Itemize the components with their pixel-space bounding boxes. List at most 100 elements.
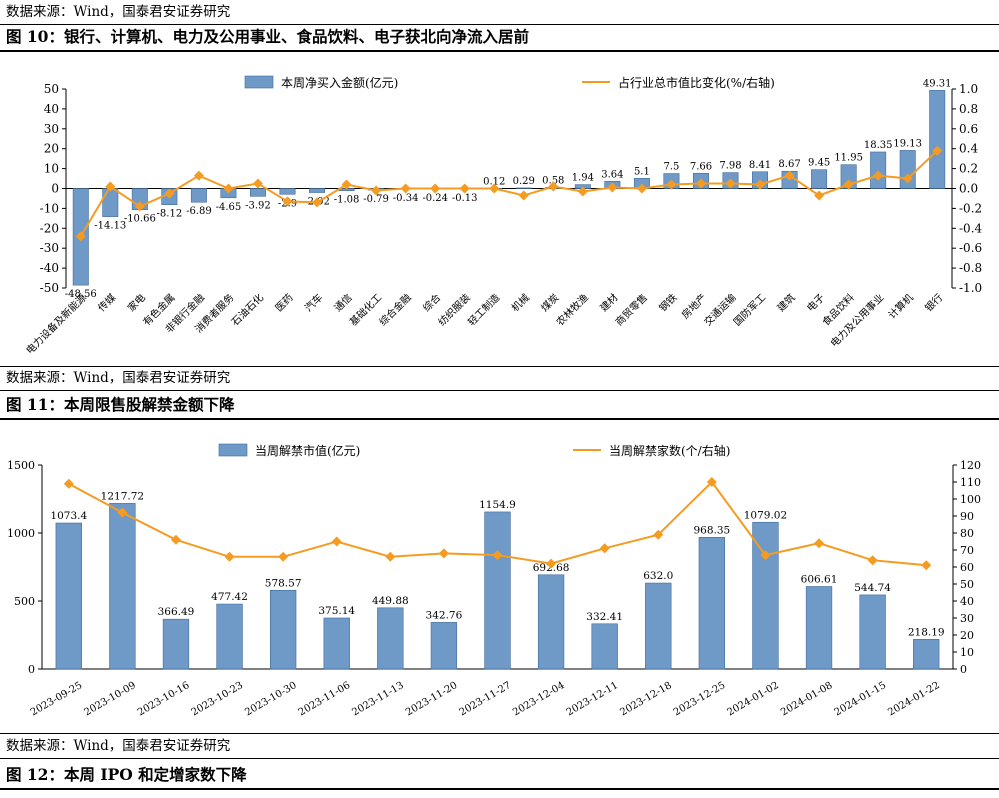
right-axis-tick-label: 60 xyxy=(960,561,974,574)
bar-电子 xyxy=(811,169,828,189)
line-marker xyxy=(932,145,943,156)
bar-data-label: 0.58 xyxy=(542,175,564,186)
bar-data-label: 19.13 xyxy=(893,138,922,149)
bar-data-label: -1.08 xyxy=(334,195,360,206)
line-marker xyxy=(577,186,588,197)
right-axis-tick-label: 0.2 xyxy=(959,162,978,176)
bar-非银行金融 xyxy=(190,188,207,203)
legend-bar-swatch xyxy=(218,443,248,457)
right-axis-tick-label: 1.0 xyxy=(959,82,978,96)
bar-data-label: 49.31 xyxy=(923,78,952,89)
bar-data-label: -0.24 xyxy=(422,193,448,204)
left-axis-tick-label: -10 xyxy=(40,201,59,215)
bar-汽车 xyxy=(309,188,326,193)
right-axis-tick-label: 80 xyxy=(960,527,974,540)
category-label: 2024-01-08 xyxy=(779,680,834,718)
divider xyxy=(0,733,999,734)
right-axis-tick-label: 90 xyxy=(960,510,974,523)
line-marker xyxy=(867,555,878,566)
bar-data-label: 544.74 xyxy=(854,582,891,594)
bar-data-label: -6.89 xyxy=(186,206,212,217)
legend-bar-label: 本周净买入金额(亿元) xyxy=(281,75,398,90)
category-label: 2023-11-20 xyxy=(404,680,459,718)
category-label: 2023-12-18 xyxy=(618,680,673,718)
bar-data-label: 606.61 xyxy=(801,574,838,586)
category-label: 电子 xyxy=(804,291,827,314)
source-note-1: 数据来源：Wind，国泰君安证券研究 xyxy=(6,4,231,20)
line-marker xyxy=(607,182,618,193)
bar-2023-09-25 xyxy=(55,522,82,670)
line-marker xyxy=(252,178,263,189)
line-marker xyxy=(224,551,235,562)
category-label: 2023-10-23 xyxy=(190,680,245,718)
bar-石油石化 xyxy=(249,188,266,197)
bar-2023-11-20 xyxy=(430,622,458,670)
category-label: 2023-10-30 xyxy=(243,680,298,718)
line-marker xyxy=(341,179,352,190)
divider xyxy=(0,758,999,759)
bar-传媒 xyxy=(102,188,119,217)
category-label: 国防军工 xyxy=(731,291,768,328)
bar-2023-11-13 xyxy=(377,607,404,670)
right-axis-tick-label: 40 xyxy=(960,595,974,608)
bar-2023-12-11 xyxy=(591,623,618,670)
category-label: 家电 xyxy=(125,291,148,314)
bar-data-label: 632.0 xyxy=(643,570,673,582)
line-marker xyxy=(164,188,175,199)
bar-data-label: -0.79 xyxy=(363,194,389,205)
bar-data-label: 342.76 xyxy=(426,609,463,621)
line-series xyxy=(79,149,938,237)
left-axis-tick-label: 40 xyxy=(44,102,59,116)
right-axis-tick-label: 10 xyxy=(960,646,974,659)
right-axis-tick-label: 30 xyxy=(960,612,974,625)
source-note-2: 数据来源：Wind，国泰君安证券研究 xyxy=(6,370,231,386)
bar-data-label: 7.5 xyxy=(663,162,679,173)
bar-data-label: 0.12 xyxy=(483,176,505,187)
line-marker xyxy=(755,179,766,190)
bar-data-label: -10.66 xyxy=(124,214,156,225)
bar-2023-12-04 xyxy=(537,574,565,670)
line-marker xyxy=(599,543,610,554)
right-axis-tick-label: 0.4 xyxy=(959,142,978,156)
category-label: 2023-10-16 xyxy=(136,680,191,718)
line-marker xyxy=(170,534,181,545)
figure-12-title: 图 12：本周 IPO 和定增家数下降 xyxy=(6,765,247,784)
bar-2023-10-09 xyxy=(109,503,136,670)
bar-医药 xyxy=(279,188,296,195)
right-axis-tick-label: 0.0 xyxy=(959,182,978,196)
figure-10-chart: -50 -40 -30 -20 -10 0 10 20 30 40 50 -1.0 -0.8 -0.6 -0… xyxy=(23,75,982,357)
category-label: 2023-11-27 xyxy=(458,680,513,718)
right-axis-tick-label: -0.8 xyxy=(959,261,982,275)
bar-data-label: 5.1 xyxy=(634,166,650,177)
category-label: 建筑 xyxy=(774,291,797,314)
bar-data-label: 332.41 xyxy=(586,611,623,623)
category-label: 电力设备及新能源 xyxy=(23,291,89,357)
right-axis-tick-label: 20 xyxy=(960,629,974,642)
line-marker xyxy=(193,170,204,181)
bar-data-label: -3.92 xyxy=(245,200,271,211)
bar-data-label: 1154.9 xyxy=(479,499,516,511)
category-label: 2024-01-02 xyxy=(726,680,781,718)
legend-line-label: 当周解禁家数(个/右轴) xyxy=(609,443,730,458)
left-axis-tick-label: 0 xyxy=(51,182,59,196)
bar-2023-10-23 xyxy=(216,603,243,670)
bar-2023-10-16 xyxy=(162,618,190,670)
line-marker xyxy=(873,170,884,181)
line-marker xyxy=(814,538,825,549)
category-label: 钢铁 xyxy=(656,291,679,314)
line-marker xyxy=(546,558,557,569)
legend-line-label: 占行业总市值比变化(%/右轴) xyxy=(618,75,775,90)
bar-data-label: 7.98 xyxy=(719,161,741,172)
bar-data-label: -8.12 xyxy=(157,209,183,220)
bar-data-label: 3.64 xyxy=(601,169,623,180)
line-marker xyxy=(843,179,854,190)
bar-电力及公用事业 xyxy=(870,151,887,189)
bar-2024-01-15 xyxy=(859,594,886,670)
bar-data-label: 0.29 xyxy=(513,176,535,187)
left-axis-tick-label: 1500 xyxy=(7,459,35,472)
line-marker xyxy=(489,183,500,194)
bar-2024-01-08 xyxy=(805,586,833,670)
bar-data-label: 366.49 xyxy=(158,606,195,618)
bar-机械 xyxy=(515,187,532,189)
figure-11-chart: 0 500 1000 1500 0 10 20 30 40 50 60 70 80 90 100 110 120… xyxy=(7,443,981,718)
